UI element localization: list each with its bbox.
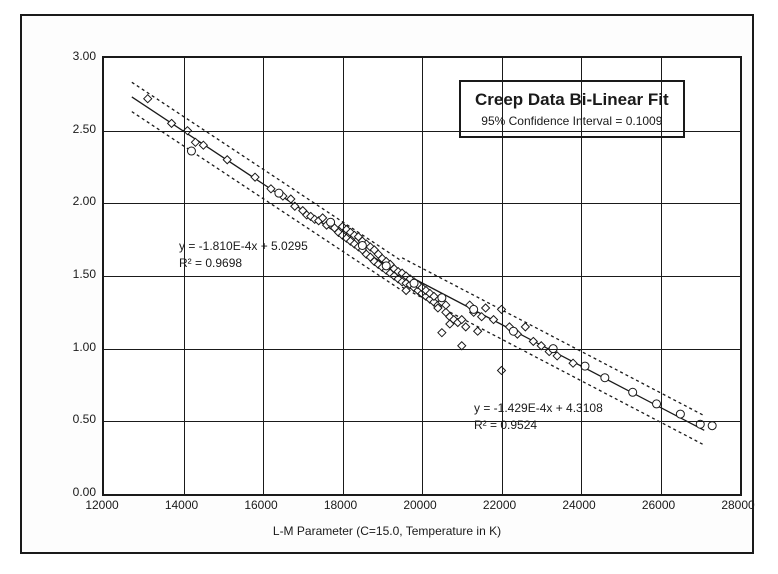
data-point-circle — [581, 362, 589, 370]
x-tick-label: 24000 — [562, 498, 595, 512]
data-point-circle — [676, 410, 684, 418]
data-point-circle — [438, 294, 446, 302]
y-tick-label: 2.00 — [60, 194, 96, 208]
data-point-diamond — [521, 323, 529, 331]
data-point-circle — [275, 189, 283, 197]
legend-subtitle: 95% Confidence Interval = 0.1009 — [475, 114, 669, 128]
data-point-circle — [629, 388, 637, 396]
x-tick-label: 14000 — [165, 498, 198, 512]
data-point-diamond — [553, 352, 561, 360]
data-point-circle — [708, 422, 716, 430]
data-point-diamond — [287, 195, 295, 203]
grid-line-h — [104, 421, 740, 422]
data-point-diamond — [482, 304, 490, 312]
equation-2-line2: R² = 0.9524 — [474, 417, 603, 434]
x-tick-label: 18000 — [324, 498, 357, 512]
equation-2: y = -1.429E-4x + 4.3108 R² = 0.9524 — [474, 400, 603, 434]
chart-outer-frame: Creep Data Bi-Linear Fit 95% Confidence … — [20, 14, 754, 554]
data-point-diamond — [144, 95, 152, 103]
data-point-circle — [601, 374, 609, 382]
y-tick-label: 1.50 — [60, 267, 96, 281]
y-tick-label: 3.00 — [60, 49, 96, 63]
data-point-circle — [509, 327, 517, 335]
x-tick-label: 22000 — [483, 498, 516, 512]
x-tick-label: 28000 — [721, 498, 754, 512]
y-tick-label: 1.00 — [60, 340, 96, 354]
grid-line-h — [104, 203, 740, 204]
data-point-diamond — [474, 327, 482, 335]
data-point-diamond — [462, 323, 470, 331]
y-tick-label: 0.00 — [60, 485, 96, 499]
data-point-circle — [470, 305, 478, 313]
grid-line-h — [104, 349, 740, 350]
data-point-circle — [187, 147, 195, 155]
x-axis-label: L-M Parameter (C=15.0, Temperature in K) — [273, 524, 501, 538]
equation-1: y = -1.810E-4x + 5.0295 R² = 0.9698 — [179, 238, 308, 272]
data-point-diamond — [529, 337, 537, 345]
y-tick-label: 0.50 — [60, 412, 96, 426]
data-point-diamond — [478, 313, 486, 321]
x-tick-label: 20000 — [403, 498, 436, 512]
x-tick-label: 26000 — [642, 498, 675, 512]
grid-line-h — [104, 276, 740, 277]
equation-2-line1: y = -1.429E-4x + 4.3108 — [474, 400, 603, 417]
data-point-diamond — [438, 329, 446, 337]
x-tick-label: 16000 — [244, 498, 277, 512]
x-tick-label: 12000 — [85, 498, 118, 512]
data-point-circle — [410, 279, 418, 287]
data-point-diamond — [191, 138, 199, 146]
legend-box: Creep Data Bi-Linear Fit 95% Confidence … — [459, 80, 685, 138]
y-tick-label: 2.50 — [60, 122, 96, 136]
plot-area: Creep Data Bi-Linear Fit 95% Confidence … — [102, 56, 742, 496]
legend-title: Creep Data Bi-Linear Fit — [475, 90, 669, 110]
data-point-diamond — [168, 119, 176, 127]
equation-1-line2: R² = 0.9698 — [179, 255, 308, 272]
grid-line-h — [104, 131, 740, 132]
data-point-circle — [653, 400, 661, 408]
data-point-circle — [327, 218, 335, 226]
data-point-circle — [382, 262, 390, 270]
data-point-circle — [358, 241, 366, 249]
equation-1-line1: y = -1.810E-4x + 5.0295 — [179, 238, 308, 255]
